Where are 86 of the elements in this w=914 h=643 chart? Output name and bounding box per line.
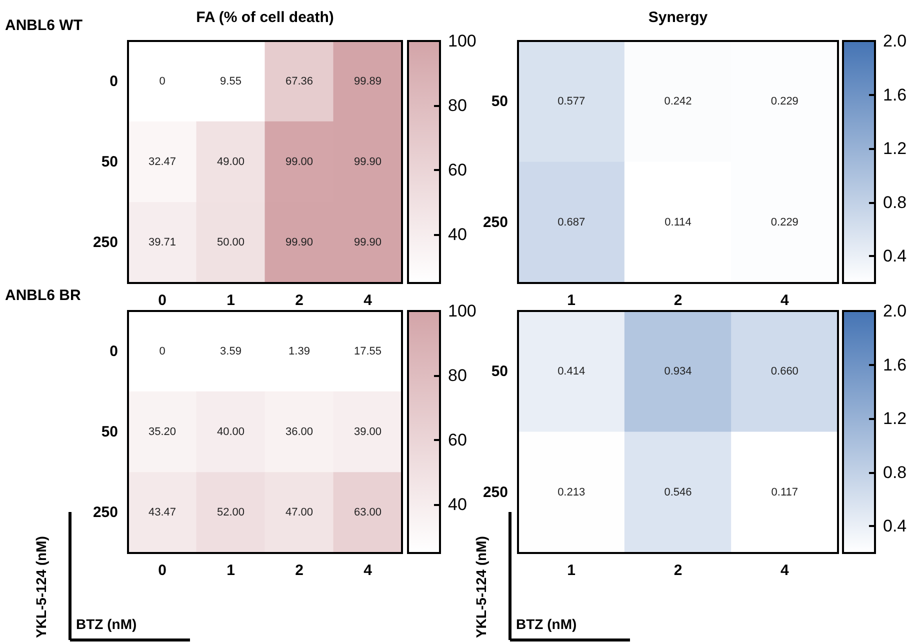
data-label: 40.00 [216,426,245,438]
y-axis-title: YKL-5-124 (nM) [33,536,49,638]
chart-title: Synergy [648,9,708,26]
color-bar-label: 2.0 [883,32,907,50]
y-tick-label: 50 [491,93,508,110]
y-tick-label: 50 [101,424,118,440]
x-tick-label: 4 [780,562,790,579]
data-label: 49.00 [216,156,245,168]
x-tick-label: 1 [226,292,235,309]
data-label: 0.934 [664,366,692,378]
x-tick-label: 0 [158,292,166,309]
color-bar-label: 0.4 [883,516,907,536]
data-label: 0 [159,75,166,88]
color-bar-label: 0.8 [883,192,907,212]
data-label: 99.90 [354,236,382,249]
x-tick-label: 2 [295,292,304,309]
data-label: 47.00 [285,506,314,519]
data-label: 52.00 [216,506,245,519]
color-bar-label: 2.0 [883,302,907,320]
data-label: 99.89 [354,75,382,88]
data-label: 0.546 [664,486,692,498]
data-label: 39.71 [148,236,176,249]
color-bar-label: 100 [448,302,476,320]
x-tick-label: 4 [364,292,373,309]
color-bar-label: 1.2 [883,409,907,428]
data-label: 99.90 [285,236,314,249]
data-label: 0.229 [770,96,798,108]
data-label: 9.55 [220,75,242,88]
data-label: 39.00 [354,426,382,438]
text: ANBL6 WT [5,17,82,34]
color-bar-label: 0.4 [883,246,907,266]
y-tick-label: 250 [92,504,118,522]
color-bar-label: 80 [448,366,467,386]
data-label: 43.47 [148,506,176,519]
data-label: 67.36 [285,75,314,88]
color-bar-label: 1.6 [883,355,907,374]
y-axis-title: YKL-5-124 (nM) [473,536,489,638]
y-tick-label: 0 [110,72,118,90]
data-label: 0.242 [664,96,692,108]
x-tick-label: 4 [780,292,790,309]
data-label: 0 [159,345,166,358]
color-bar-label: 1.2 [883,139,907,158]
data-label: 17.55 [354,345,382,358]
data-label: 0.229 [770,216,798,228]
color-bar-label: 1.6 [883,85,907,104]
data-label: 99.00 [285,156,314,168]
color-bar-label: 60 [448,160,467,180]
data-label: 35.20 [148,426,176,438]
x-axis-title: BTZ (nM) [516,616,577,632]
data-label: 32.47 [148,156,176,168]
x-axis-title: BTZ (nM) [76,616,137,632]
data-label: 1.39 [288,345,310,358]
x-tick-label: 2 [674,562,682,579]
color-bar-label: 0.8 [883,462,907,482]
data-label: 0.117 [771,486,798,498]
x-tick-label: 2 [295,562,304,579]
x-tick-label: 1 [567,562,576,579]
text: ANBL6 BR [5,287,81,304]
y-tick-label: 250 [482,214,508,231]
data-label: 3.59 [220,345,242,358]
y-tick-label: 0 [110,342,118,360]
data-label: 99.90 [354,156,382,168]
data-label: 50.00 [216,236,245,249]
data-label: 0.660 [770,366,798,378]
x-tick-label: 1 [567,292,576,309]
data-label: 63.00 [354,506,382,519]
x-tick-label: 0 [158,562,166,579]
x-tick-label: 4 [364,562,373,579]
data-label: 0.213 [558,486,586,498]
data-label: 0.687 [558,216,586,228]
color-bar-label: 40 [448,495,467,514]
y-tick-label: 50 [101,154,118,170]
data-label: 0.114 [664,216,692,228]
data-label: 36.00 [285,426,314,438]
color-bar-label: 100 [448,32,476,50]
y-tick-label: 250 [92,234,118,252]
color-bar-label: 80 [448,96,467,116]
y-tick-label: 250 [482,484,508,501]
data-label: 0.577 [558,96,586,108]
chart-title: FA (% of cell death) [196,9,334,26]
color-bar-label: 40 [448,225,467,244]
x-tick-label: 2 [674,292,682,309]
color-bar-label: 60 [448,430,467,450]
y-tick-label: 50 [491,363,508,380]
data-label: 0.414 [558,366,586,378]
x-tick-label: 1 [226,562,235,579]
